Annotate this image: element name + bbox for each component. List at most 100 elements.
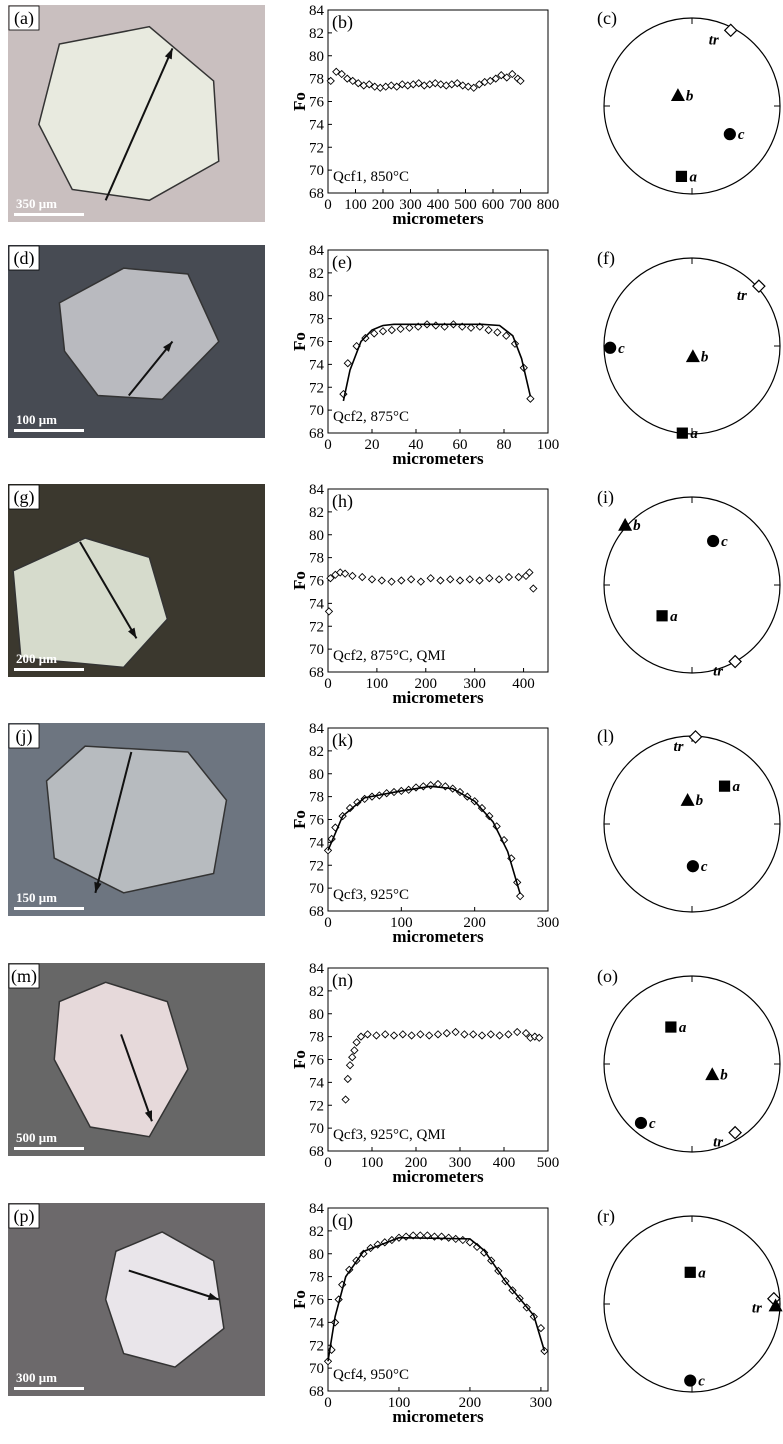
x-tick-label: 200 (459, 1395, 482, 1411)
panel-label: (g) (14, 487, 35, 508)
x-axis-label: micrometers (392, 449, 484, 468)
pole-label: tr (674, 739, 684, 755)
stereonet: (r)atrbc (597, 1206, 783, 1393)
photo-panel: (m) 500 μm (8, 963, 265, 1156)
panel-label: (a) (14, 8, 34, 29)
data-point (358, 572, 367, 582)
data-point (466, 323, 476, 332)
data-point (341, 1095, 350, 1104)
x-tick-label: 100 (366, 676, 389, 692)
y-tick-label: 68 (309, 1144, 324, 1160)
data-point (378, 327, 388, 336)
data-point (416, 1030, 425, 1039)
data-point (460, 1030, 469, 1039)
data-point (345, 1061, 355, 1070)
data-point (495, 1031, 504, 1040)
plot-frame (327, 967, 549, 1152)
x-axis-label: micrometers (392, 1167, 484, 1186)
label-box (8, 1203, 40, 1229)
profile-arrow (94, 751, 133, 894)
data-point (436, 80, 445, 89)
pole-label: a (698, 1265, 706, 1281)
pole-a (718, 780, 731, 792)
data-point (494, 575, 504, 584)
x-tick-label: 200 (372, 197, 395, 213)
stereonet-circle (603, 496, 781, 674)
y-tick-label: 74 (309, 1075, 325, 1091)
data-point (525, 568, 534, 577)
data-point (348, 1053, 357, 1062)
pole-label: c (721, 534, 728, 550)
profile-chart: 68 70 72 74 76 78 80 82 84 0 100 200 300 micrometers F… (290, 721, 559, 946)
y-tick-label: 82 (309, 984, 324, 1000)
scale-bar (14, 429, 84, 432)
scale-label: 200 μm (16, 651, 57, 666)
data-point (389, 1031, 399, 1040)
stereonet-circle (603, 17, 781, 195)
y-tick-label: 70 (309, 881, 324, 897)
data-point (455, 576, 465, 585)
x-tick-label: 300 (530, 1395, 553, 1411)
y-tick-label: 72 (309, 380, 324, 396)
data-point (426, 574, 435, 583)
pole-c (634, 1116, 648, 1130)
y-tick-label: 70 (309, 642, 324, 658)
data-point (397, 576, 406, 585)
data-point (465, 575, 474, 584)
data-point (340, 569, 350, 578)
scale-bar (14, 668, 84, 671)
x-axis-label: micrometers (392, 209, 484, 228)
x-tick-label: 60 (453, 437, 468, 453)
plot-frame (327, 9, 549, 194)
y-tick-label: 76 (309, 1293, 325, 1309)
y-tick-label: 82 (309, 266, 324, 282)
data-point (392, 82, 401, 91)
y-tick-label: 82 (309, 505, 324, 521)
y-tick-label: 76 (309, 335, 325, 351)
data-point (486, 76, 495, 86)
data-point (398, 80, 407, 89)
x-tick-label: 500 (537, 1155, 560, 1171)
y-tick-label: 80 (309, 49, 324, 65)
y-tick-label: 70 (309, 1121, 324, 1137)
data-point (365, 80, 374, 89)
data-point (396, 324, 405, 334)
y-tick-label: 74 (309, 357, 325, 373)
crystal (45, 745, 228, 894)
pole-c (684, 1374, 697, 1387)
y-tick-label: 78 (309, 72, 324, 88)
panel-label: (h) (332, 491, 353, 512)
stereonet: (i) b c a tr (597, 487, 781, 680)
pole-label: c (618, 341, 625, 357)
photo-panel: (a) 350 μm (8, 5, 265, 222)
pole-tr (728, 1125, 742, 1140)
panel-label: (n) (332, 970, 353, 991)
data-point (513, 1027, 522, 1037)
x-tick-label: 0 (324, 1395, 332, 1411)
data-point (444, 1233, 453, 1242)
data-point (367, 575, 377, 584)
annotation: Qcf2, 875°C (333, 409, 409, 425)
data-point (458, 81, 467, 90)
panel-label: (e) (332, 252, 352, 273)
plot-frame (327, 1207, 549, 1392)
y-tick-label: 84 (309, 243, 325, 259)
y-tick-label: 74 (309, 1315, 325, 1331)
data-point (526, 394, 535, 403)
y-tick-label: 72 (309, 1098, 324, 1114)
pole-label: b (696, 793, 704, 809)
y-tick-label: 82 (309, 26, 324, 42)
x-tick-label: 800 (537, 197, 560, 213)
y-tick-label: 68 (309, 665, 324, 681)
y-tick-label: 78 (309, 1270, 324, 1286)
x-tick-label: 300 (399, 197, 422, 213)
arrow-head (128, 627, 137, 639)
stereonet-circle (603, 975, 781, 1153)
x-tick-label: 600 (482, 197, 505, 213)
stereonet: (c) tr b c a (597, 8, 781, 195)
scale-label: 350 μm (16, 196, 57, 211)
label-box (8, 723, 40, 749)
y-tick-label: 80 (309, 1007, 324, 1023)
data-point (407, 1031, 416, 1040)
annotation: Qcf3, 925°C, QMI (333, 1127, 446, 1143)
